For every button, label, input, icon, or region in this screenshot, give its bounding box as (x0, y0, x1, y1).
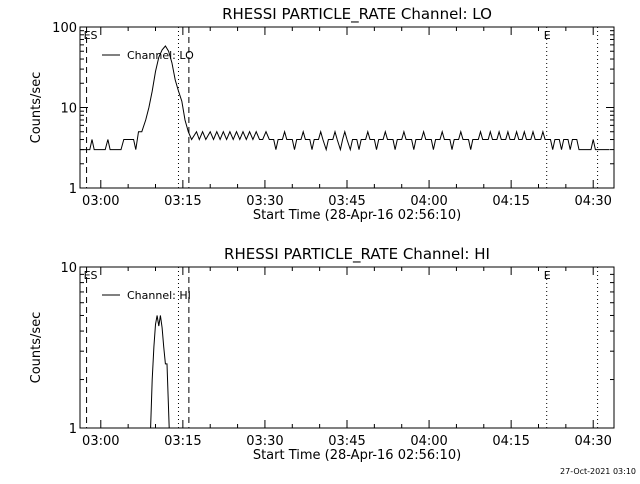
x-tick-label: 04:15 (492, 434, 529, 449)
chart-title: RHESSI PARTICLE_RATE Channel: HI (224, 245, 490, 264)
series-line (150, 315, 170, 429)
time-marker-label: E (544, 269, 551, 282)
x-tick-label: 03:45 (328, 434, 365, 449)
time-marker-label: ES (84, 269, 98, 282)
x-axis-label: Start Time (28-Apr-16 02:56:10) (253, 448, 461, 463)
y-tick-label: 10 (60, 261, 77, 276)
x-tick-label: 04:00 (410, 434, 447, 449)
x-tick-label: 03:00 (82, 194, 119, 209)
x-tick-label: 03:30 (246, 194, 283, 209)
y-tick-label: 100 (52, 21, 77, 36)
time-marker-label: ES (84, 29, 98, 42)
x-tick-label: 04:30 (574, 194, 611, 209)
time-marker-label: E (544, 29, 551, 42)
x-tick-label: 03:15 (164, 194, 201, 209)
x-tick-label: 04:30 (574, 434, 611, 449)
x-tick-label: 03:45 (328, 194, 365, 209)
chart-panel-lo: RHESSI PARTICLE_RATE Channel: LO 03:00 03:… (29, 5, 615, 223)
legend-entry: Channel: LO (127, 49, 194, 62)
chart-title: RHESSI PARTICLE_RATE Channel: LO (222, 5, 492, 24)
x-tick-label: 03:30 (246, 434, 283, 449)
footer-timestamp: 27-Oct-2021 03:10 (560, 467, 636, 476)
x-axis-label: Start Time (28-Apr-16 02:56:10) (253, 208, 461, 223)
y-axis-label: Counts/sec (29, 72, 44, 144)
chart-panel-hi: RHESSI PARTICLE_RATE Channel: HI 03:00 03:… (29, 245, 615, 463)
y-axis-label: Counts/sec (29, 312, 44, 384)
x-tick-label: 03:00 (82, 434, 119, 449)
x-tick-label: 04:00 (410, 194, 447, 209)
legend-entry: Channel: HI (127, 289, 191, 302)
y-tick-label: 10 (60, 102, 77, 117)
y-tick-label: 1 (69, 422, 77, 437)
x-tick-label: 04:15 (492, 194, 529, 209)
y-tick-label: 1 (69, 182, 77, 197)
x-tick-label: 03:15 (164, 434, 201, 449)
series-line (80, 45, 610, 152)
